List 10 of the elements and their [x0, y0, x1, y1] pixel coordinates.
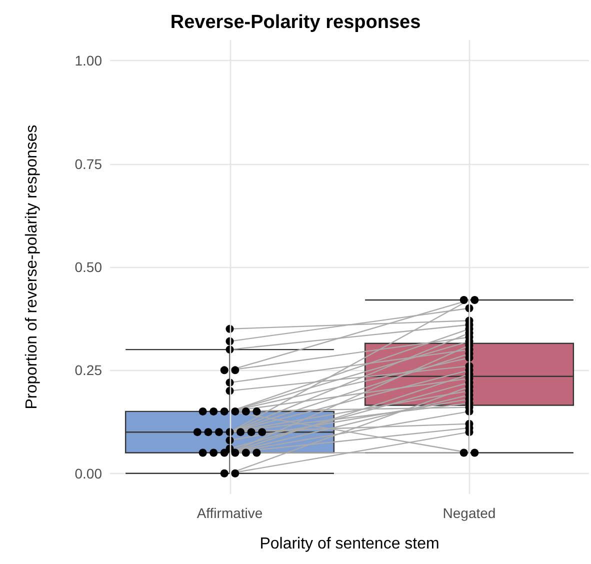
y-tick-label: 0.00	[74, 465, 102, 482]
x-axis-title: Polarity of sentence stem	[260, 536, 440, 552]
y-tick-label: 1.00	[74, 52, 102, 69]
y-tick-label: 0.50	[74, 259, 102, 275]
y-tick-label: 0.25	[74, 362, 102, 378]
chart-title: Reverse-Polarity responses	[170, 12, 421, 33]
x-tick-label: Affirmative	[196, 505, 263, 521]
x-tick-label: Negated	[442, 505, 496, 521]
y-tick-label: 0.75	[74, 156, 102, 172]
y-axis-title: Proportion of reverse-polarity responses	[24, 124, 40, 410]
